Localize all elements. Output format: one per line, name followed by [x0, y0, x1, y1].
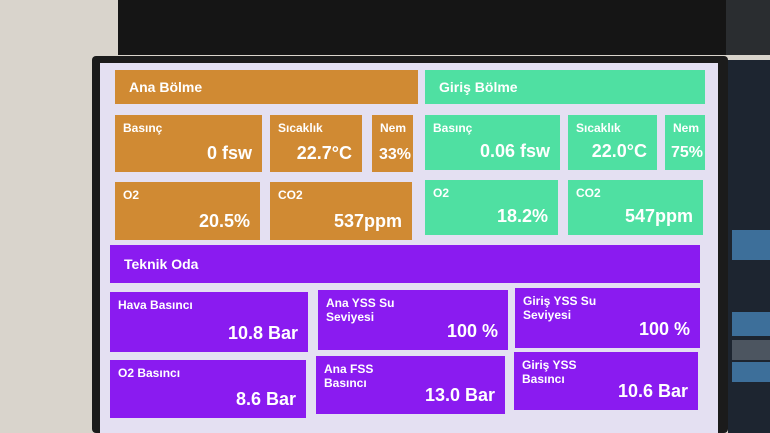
upper-right-screen	[726, 0, 770, 55]
sensor-value: 100 %	[638, 319, 690, 339]
sensor-tile: Basınç 0 fsw	[115, 115, 262, 172]
sensor-label: Sıcaklık	[278, 121, 323, 135]
sensor-value: 0 fsw	[206, 143, 252, 163]
sensor-value: 8.6 Bar	[235, 389, 296, 409]
sensor-label: Ana YSS Su Seviyesi	[326, 296, 395, 324]
section-header: Giriş Bölme	[425, 70, 705, 104]
sensor-value: 13.0 Bar	[424, 385, 495, 405]
sensor-tile: Nem 33%	[372, 115, 413, 172]
sensor-label: Basınç	[433, 121, 473, 135]
sensor-tile: Sıcaklık 22.7°C	[270, 115, 362, 172]
sensor-label: Giriş YSS Su Seviyesi	[523, 294, 597, 322]
sensor-value: 537ppm	[333, 211, 402, 231]
sensor-label: Hava Basıncı	[118, 298, 193, 312]
sensor-label: Sıcaklık	[576, 121, 621, 135]
sensor-value: 75%	[670, 144, 703, 161]
sensor-tile: Giriş YSS Su Seviyesi 100 %	[515, 288, 700, 348]
sensor-label: Nem	[380, 121, 407, 135]
sensor-tile: O2 20.5%	[115, 182, 260, 240]
sensor-label: CO2	[576, 186, 601, 200]
sensor-tile: Giriş YSS Basıncı 10.6 Bar	[514, 352, 698, 410]
sensor-tile: O2 18.2%	[425, 180, 558, 235]
sensor-label: Basınç	[123, 121, 163, 135]
sensor-value: 22.7°C	[296, 143, 352, 163]
upper-monitor	[118, 0, 728, 55]
sensor-tile: O2 Basıncı 8.6 Bar	[110, 360, 306, 418]
sensor-value: 547ppm	[624, 206, 693, 226]
side-button	[732, 362, 770, 382]
side-button	[732, 312, 770, 336]
sensor-tile: Sıcaklık 22.0°C	[568, 115, 657, 170]
sensor-tile: Nem 75%	[665, 115, 705, 170]
side-panel	[732, 230, 770, 260]
sensor-label: O2	[123, 188, 140, 202]
sensor-tile: CO2 537ppm	[270, 182, 412, 240]
sensor-label: CO2	[278, 188, 303, 202]
sensor-tile: Ana YSS Su Seviyesi 100 %	[318, 290, 508, 350]
sensor-value: 22.0°C	[591, 141, 647, 161]
sensor-label: Nem	[673, 121, 700, 135]
sensor-label: O2 Basıncı	[118, 366, 181, 380]
sensor-tile: CO2 547ppm	[568, 180, 703, 235]
sensor-tile: Hava Basıncı 10.8 Bar	[110, 292, 308, 352]
sensor-value: 100 %	[446, 321, 498, 341]
sensor-label: O2	[433, 186, 450, 200]
sensor-value: 18.2%	[496, 206, 548, 226]
sensor-value: 20.5%	[198, 211, 250, 231]
sensor-tile: Ana FSS Basıncı 13.0 Bar	[316, 356, 505, 414]
sensor-label: Ana FSS Basıncı	[324, 362, 374, 390]
side-button	[732, 340, 770, 360]
section-header: Ana Bölme	[115, 70, 418, 104]
sensor-tile: Basınç 0.06 fsw	[425, 115, 560, 170]
sensor-label: Giriş YSS Basıncı	[522, 358, 577, 386]
section-header: Teknik Oda	[110, 245, 700, 283]
sensor-value: 10.8 Bar	[227, 323, 298, 343]
sensor-value: 10.6 Bar	[617, 381, 688, 401]
sensor-value: 33%	[378, 146, 411, 163]
sensor-value: 0.06 fsw	[479, 141, 550, 161]
